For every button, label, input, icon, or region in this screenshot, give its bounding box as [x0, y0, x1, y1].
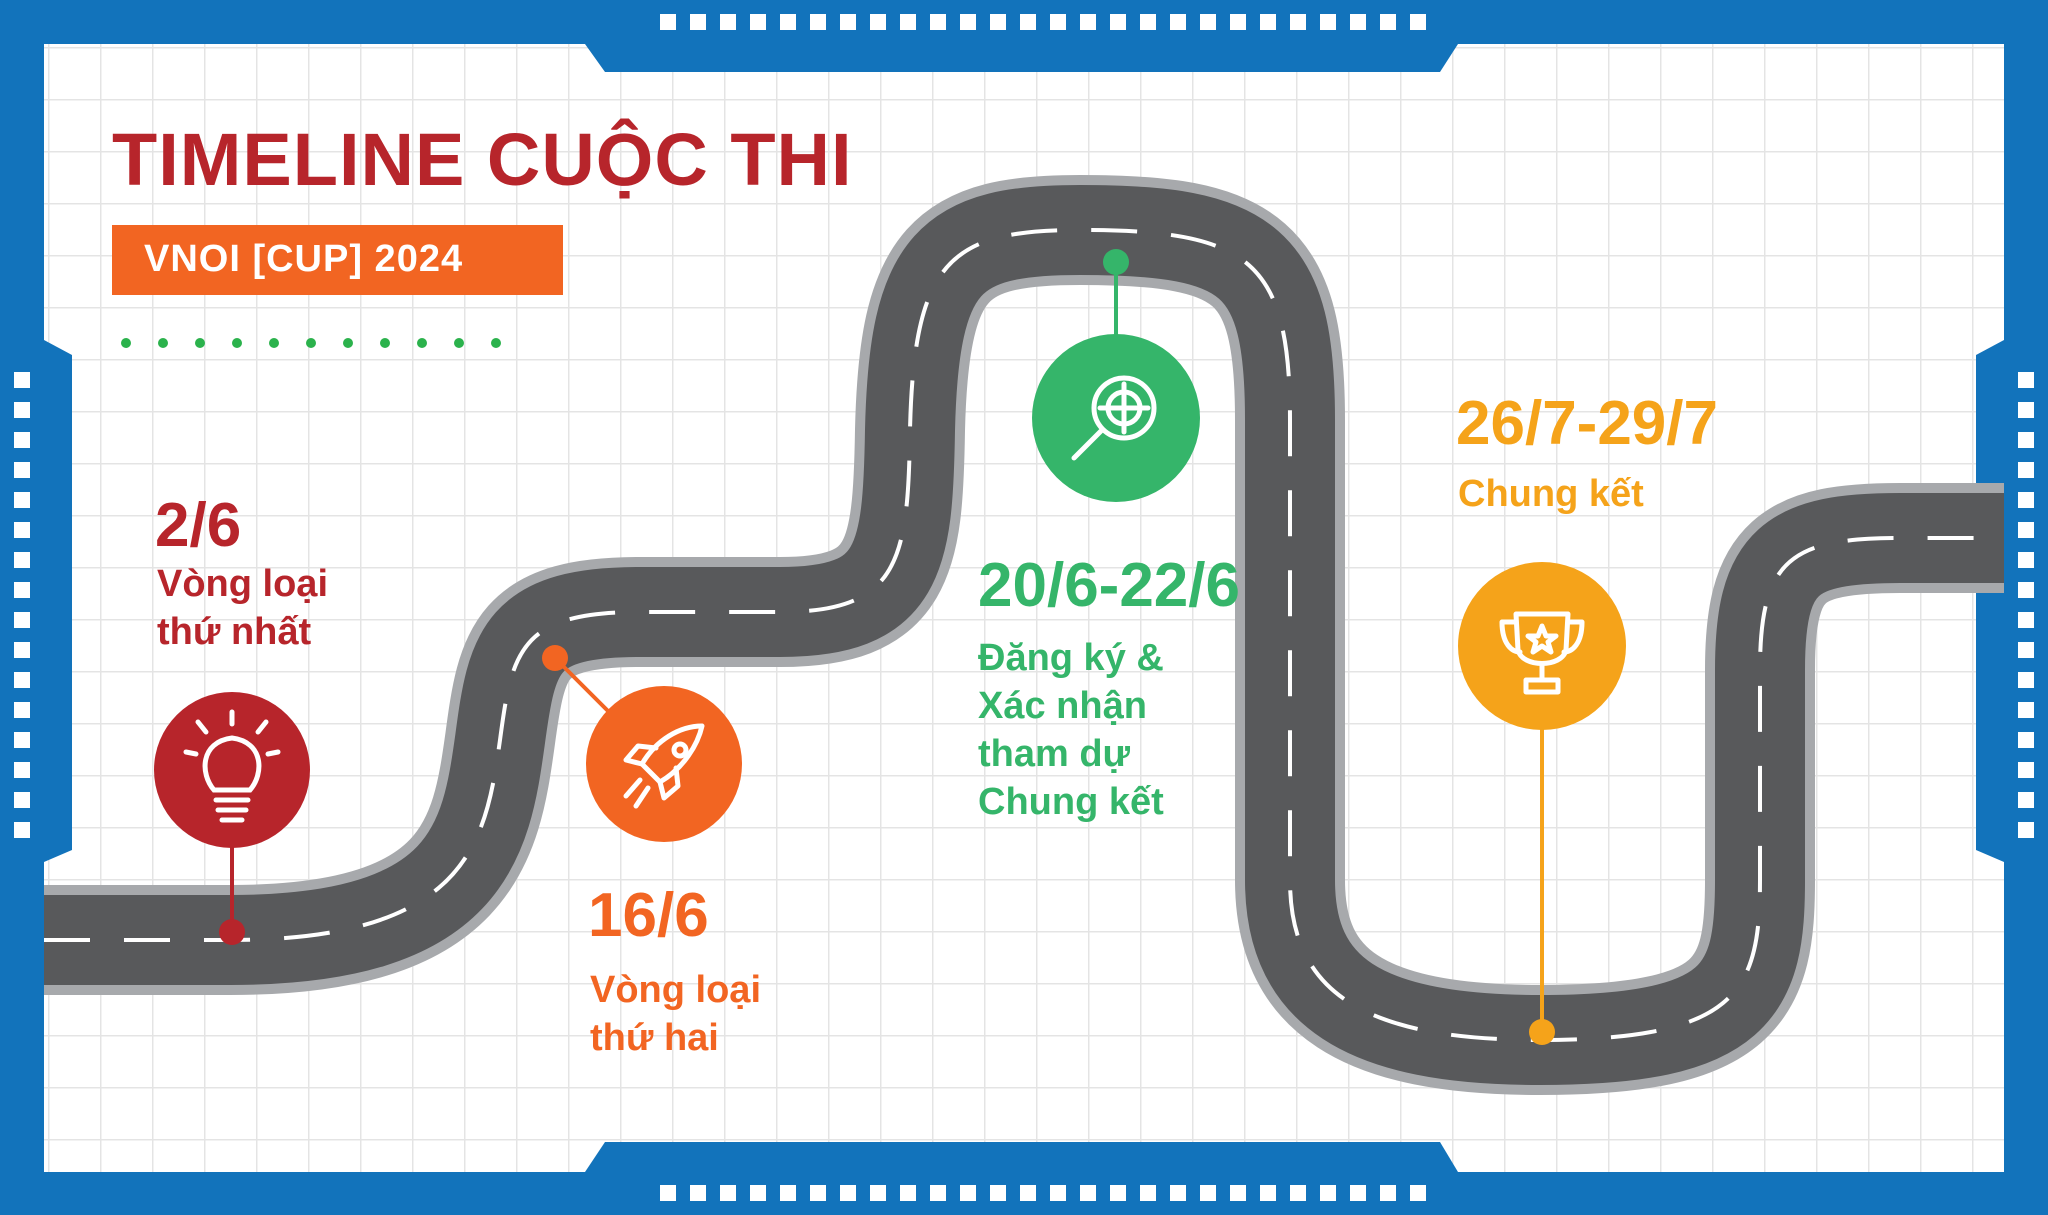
milestone-3-description: Đăng ký & Xác nhận tham dự Chung kết [978, 637, 1164, 823]
lightbulb-icon [183, 709, 281, 823]
milestone-1-marker [154, 692, 310, 945]
milestone-2-badge [586, 686, 742, 842]
subtitle-text: VNOI [CUP] 2024 [144, 238, 464, 280]
milestone-4-road-dot [1529, 1019, 1555, 1045]
milestone-3-road-dot [1103, 249, 1129, 275]
subtitle-badge: VNOI [CUP] 2024 [112, 225, 563, 295]
milestone-3-badge [1032, 334, 1200, 502]
page-title: TIMELINE CUỘC THI [112, 118, 853, 201]
magnifier-target-icon [1071, 375, 1157, 461]
frame-bottom-tab [585, 1142, 1458, 1172]
milestone-4-description: Chung kết [1458, 473, 1644, 515]
frame-right-tab [1976, 340, 2004, 862]
milestone-2-description: Vòng loại thứ hai [590, 969, 761, 1059]
milestone-1-badge [154, 692, 310, 848]
frame-left-tab [44, 340, 72, 862]
trophy-icon [1499, 611, 1585, 695]
frame-top-tab [585, 44, 1458, 72]
milestone-3-marker [1032, 249, 1200, 502]
milestone-4-marker [1458, 562, 1626, 1045]
rocket-icon [623, 723, 705, 809]
milestone-1-road-dot [219, 919, 245, 945]
milestone-2-date: 16/6 [588, 881, 709, 950]
milestone-1-description: Vòng loại thứ nhất [157, 563, 328, 653]
milestone-4-date: 26/7-29/7 [1456, 389, 1718, 458]
dotted-divider [121, 338, 501, 348]
milestone-3-date: 20/6-22/6 [978, 551, 1240, 620]
milestone-2-road-dot [542, 645, 568, 671]
winding-road [44, 174, 2004, 1096]
milestone-2-marker [542, 645, 742, 842]
milestone-1-date: 2/6 [155, 491, 242, 560]
